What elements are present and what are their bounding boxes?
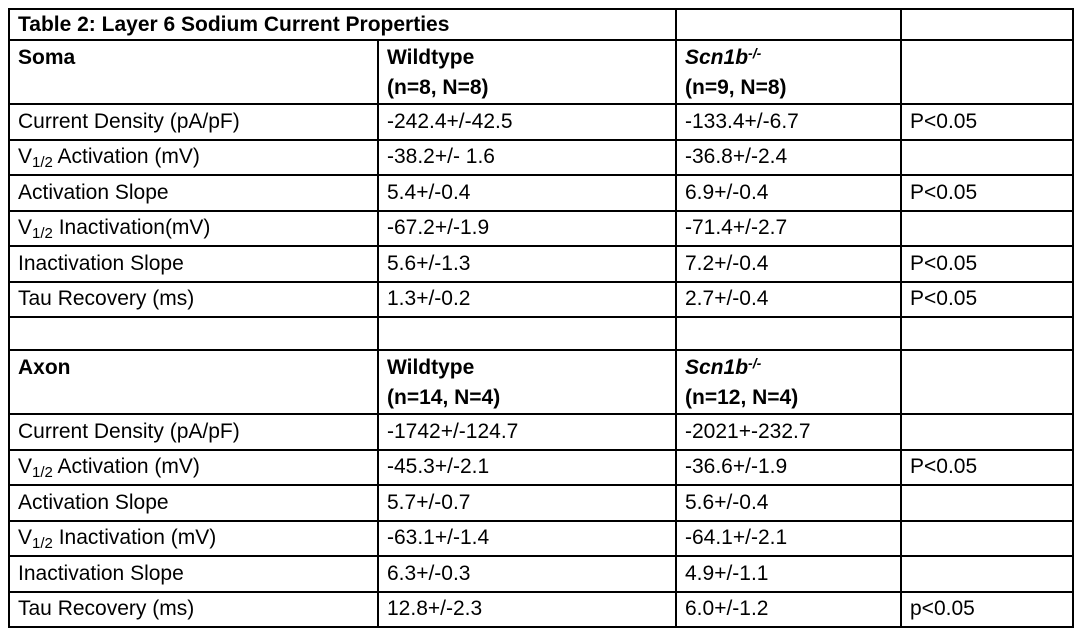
row-label: V1/2 Activation (mV) — [8, 138, 379, 176]
row-label: V1/2 Inactivation(mV) — [8, 209, 379, 247]
label-subscript: 1/2 — [32, 535, 53, 553]
scn1b-header-n: (n=12, N=4) — [685, 386, 799, 409]
table-row: Activation Slope 5.4+/-0.4 6.9+/-0.4 P<0… — [8, 174, 1074, 212]
soma-header-row: Soma Wildtype (n=8, N=8) Scn1b-/- (n=9, … — [8, 39, 1074, 105]
row-label: V1/2 Inactivation (mV) — [8, 519, 379, 557]
significance-value: p<0.05 — [900, 590, 1074, 628]
region-header-axon: Axon — [8, 349, 379, 415]
empty-cell — [900, 349, 1074, 415]
wildtype-header-n: (n=8, N=8) — [387, 76, 489, 99]
scn1b-value: -133.4+/-6.7 — [675, 103, 902, 141]
wildtype-value: 5.4+/-0.4 — [377, 174, 677, 212]
scn1b-value: -36.8+/-2.4 — [675, 138, 902, 176]
row-label: Tau Recovery (ms) — [8, 280, 379, 318]
sodium-current-properties-table: Table 2: Layer 6 Sodium Current Properti… — [8, 8, 1074, 628]
significance-value: P<0.05 — [900, 448, 1074, 486]
scn1b-value: 2.7+/-0.4 — [675, 280, 902, 318]
table-row: Activation Slope 5.7+/-0.7 5.6+/-0.4 — [8, 484, 1074, 522]
row-label: Tau Recovery (ms) — [8, 590, 379, 628]
significance-value — [900, 209, 1074, 247]
empty-cell — [900, 39, 1074, 105]
wildtype-header-n: (n=14, N=4) — [387, 386, 501, 409]
table-row: V1/2 Activation (mV) -45.3+/-2.1 -36.6+/… — [8, 448, 1074, 486]
table-row: Tau Recovery (ms) 12.8+/-2.3 6.0+/-1.2 p… — [8, 590, 1074, 628]
wildtype-value: 12.8+/-2.3 — [377, 590, 677, 628]
significance-value — [900, 484, 1074, 522]
wildtype-header: Wildtype (n=8, N=8) — [377, 39, 677, 105]
wildtype-value: 5.6+/-1.3 — [377, 245, 677, 283]
scn1b-value: 6.9+/-0.4 — [675, 174, 902, 212]
row-label: V1/2 Activation (mV) — [8, 448, 379, 486]
empty-cell — [675, 316, 902, 351]
gene-name: Scn1b — [685, 356, 749, 379]
table-row: Inactivation Slope 6.3+/-0.3 4.9+/-1.1 — [8, 555, 1074, 593]
significance-value: P<0.05 — [900, 280, 1074, 318]
scn1b-value: 4.9+/-1.1 — [675, 555, 902, 593]
significance-value — [900, 519, 1074, 557]
significance-value: P<0.05 — [900, 174, 1074, 212]
wildtype-value: 5.7+/-0.7 — [377, 484, 677, 522]
table-title: Table 2: Layer 6 Sodium Current Properti… — [8, 8, 677, 41]
label-subscript: 1/2 — [32, 154, 53, 172]
row-label: Current Density (pA/pF) — [8, 103, 379, 141]
label-subscript: 1/2 — [32, 225, 53, 243]
row-label: Inactivation Slope — [8, 245, 379, 283]
wildtype-value: -38.2+/- 1.6 — [377, 138, 677, 176]
scn1b-value: 7.2+/-0.4 — [675, 245, 902, 283]
table-row: Tau Recovery (ms) 1.3+/-0.2 2.7+/-0.4 P<… — [8, 280, 1074, 318]
axon-header-row: Axon Wildtype (n=14, N=4) Scn1b-/- (n=12… — [8, 349, 1074, 415]
table-row: Current Density (pA/pF) -242.4+/-42.5 -1… — [8, 103, 1074, 141]
genotype-superscript: -/- — [748, 45, 762, 61]
significance-value: P<0.05 — [900, 103, 1074, 141]
wildtype-value: -242.4+/-42.5 — [377, 103, 677, 141]
gene-name: Scn1b — [685, 46, 749, 69]
wildtype-value: -67.2+/-1.9 — [377, 209, 677, 247]
scn1b-value: 5.6+/-0.4 — [675, 484, 902, 522]
table-row: V1/2 Activation (mV) -38.2+/- 1.6 -36.8+… — [8, 138, 1074, 176]
wildtype-value: -1742+/-124.7 — [377, 413, 677, 451]
wildtype-value: 1.3+/-0.2 — [377, 280, 677, 318]
significance-value — [900, 138, 1074, 176]
scn1b-header: Scn1b-/- (n=12, N=4) — [675, 349, 902, 415]
wildtype-header-name: Wildtype — [387, 46, 475, 69]
genotype-superscript: -/- — [748, 355, 762, 371]
label-subscript: 1/2 — [32, 464, 53, 482]
scn1b-value: -64.1+/-2.1 — [675, 519, 902, 557]
row-label: Inactivation Slope — [8, 555, 379, 593]
significance-value: P<0.05 — [900, 245, 1074, 283]
wildtype-header-name: Wildtype — [387, 356, 475, 379]
table-row: Current Density (pA/pF) -1742+/-124.7 -2… — [8, 413, 1074, 451]
empty-cell — [675, 8, 902, 41]
empty-cell — [900, 316, 1074, 351]
table-row: V1/2 Inactivation (mV) -63.1+/-1.4 -64.1… — [8, 519, 1074, 557]
scn1b-value: -2021+-232.7 — [675, 413, 902, 451]
empty-cell — [8, 316, 379, 351]
row-label: Current Density (pA/pF) — [8, 413, 379, 451]
scn1b-header-n: (n=9, N=8) — [685, 76, 787, 99]
scn1b-value: 6.0+/-1.2 — [675, 590, 902, 628]
significance-value — [900, 555, 1074, 593]
wildtype-value: 6.3+/-0.3 — [377, 555, 677, 593]
wildtype-value: -45.3+/-2.1 — [377, 448, 677, 486]
row-label: Activation Slope — [8, 484, 379, 522]
scn1b-header-name: Scn1b-/- — [685, 353, 896, 383]
empty-cell — [377, 316, 677, 351]
row-label: Activation Slope — [8, 174, 379, 212]
scn1b-value: -36.6+/-1.9 — [675, 448, 902, 486]
scn1b-header-name: Scn1b-/- — [685, 43, 896, 73]
significance-value — [900, 413, 1074, 451]
spacer-row — [8, 316, 1074, 351]
table-title-row: Table 2: Layer 6 Sodium Current Properti… — [8, 8, 1074, 41]
scn1b-value: -71.4+/-2.7 — [675, 209, 902, 247]
scn1b-header: Scn1b-/- (n=9, N=8) — [675, 39, 902, 105]
region-header-soma: Soma — [8, 39, 379, 105]
empty-cell — [900, 8, 1074, 41]
table-row: V1/2 Inactivation(mV) -67.2+/-1.9 -71.4+… — [8, 209, 1074, 247]
table-row: Inactivation Slope 5.6+/-1.3 7.2+/-0.4 P… — [8, 245, 1074, 283]
wildtype-header: Wildtype (n=14, N=4) — [377, 349, 677, 415]
wildtype-value: -63.1+/-1.4 — [377, 519, 677, 557]
